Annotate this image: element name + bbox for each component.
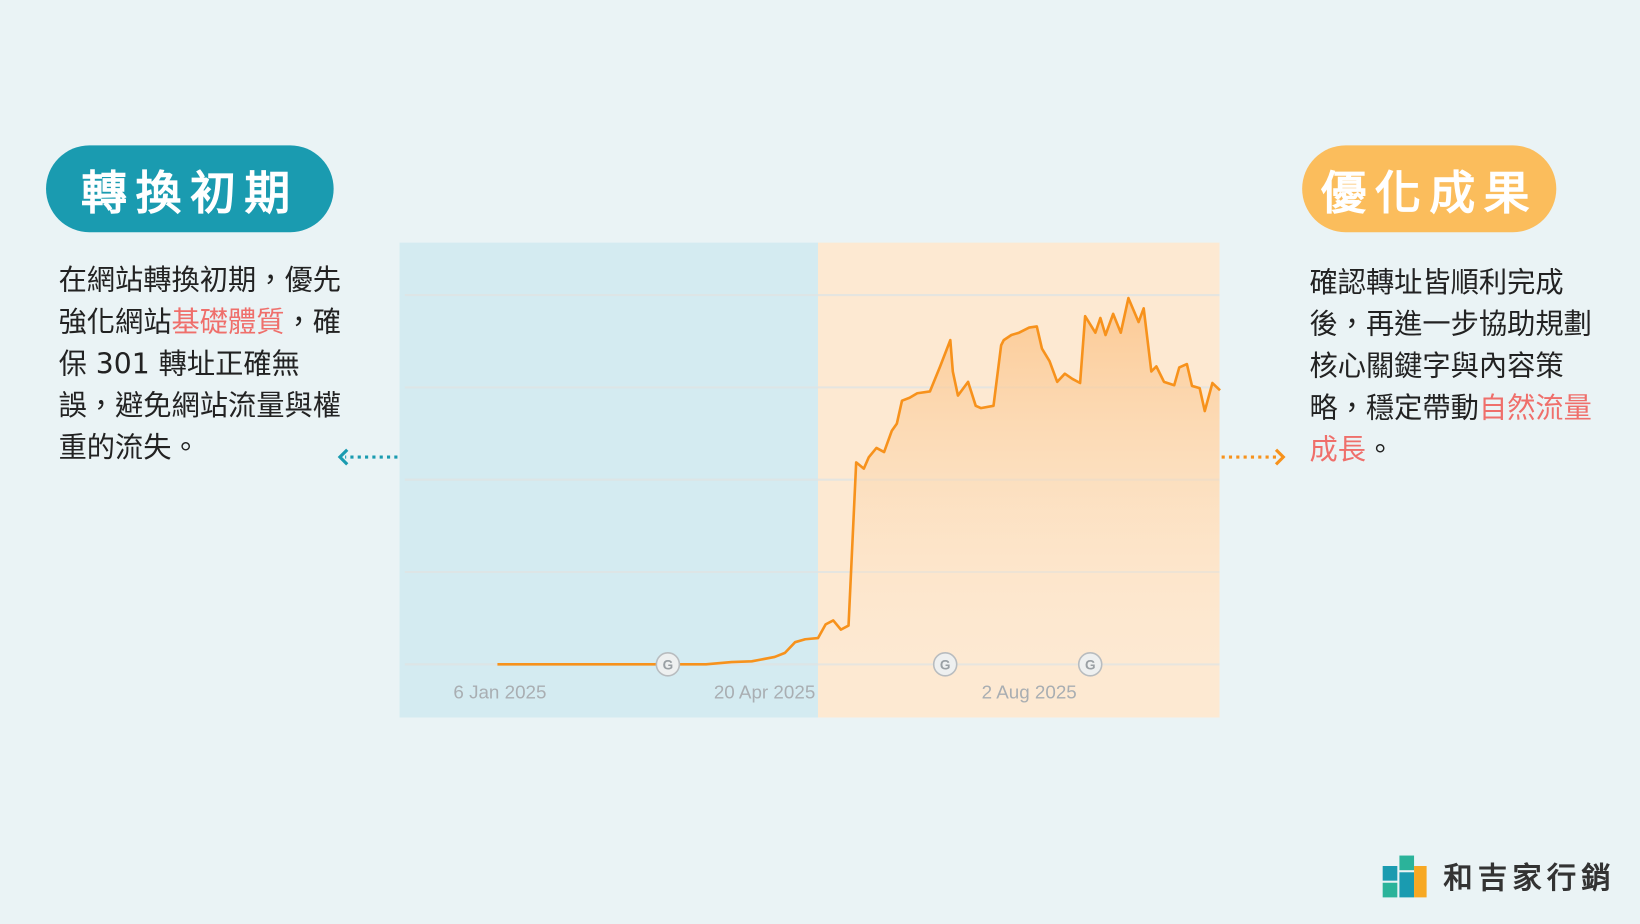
arrows [337, 448, 1286, 466]
x-tick-label: 6 Jan 2025 [453, 682, 546, 703]
text: 確認轉址皆順利完成後，再進一步協助規劃核心關鍵字與內容策略，穩定帶動 [1309, 266, 1592, 425]
annotation: G [655, 652, 681, 677]
right-arrow-head [1274, 448, 1286, 466]
logo-text: 和吉家行銷 [1443, 860, 1616, 896]
text: 在網站轉換初期，優先強化網站 [58, 264, 341, 339]
annotation-label: G [940, 658, 951, 673]
annotation: G [932, 652, 958, 677]
x-tick-label: 2 Aug 2025 [982, 682, 1077, 703]
annotation-marker [655, 652, 681, 677]
highlight: 自然流量成長 [1309, 392, 1592, 467]
right-text: 確認轉址皆順利完成後，再進一步協助規劃核心關鍵字與內容策略，穩定帶動自然流量成長… [1309, 263, 1593, 472]
left-arrow-head [337, 448, 349, 466]
left-text: 在網站轉換初期，優先強化網站基礎體質，確保 301 轉址正確無誤，避免網站流量與… [59, 260, 343, 469]
line [497, 296, 1221, 666]
annotation-label: G [663, 658, 674, 673]
highlight: 基礎體質 [171, 306, 285, 339]
right-badge: 優化成果 [1302, 145, 1557, 233]
annotation-marker [1077, 652, 1103, 677]
text: ，確保 301 轉址正確無誤，避免網站流量與權重的流失。 [58, 306, 341, 465]
x-tick-label: 20 Apr 2025 [714, 682, 815, 703]
left-badge: 轉換初期 [46, 145, 334, 233]
annotation-label: G [1085, 658, 1096, 673]
area [817, 298, 1220, 665]
text: 。 [1365, 434, 1395, 467]
annotation-marker [932, 652, 958, 677]
annotation: G [1077, 652, 1103, 677]
logo-icon [1382, 855, 1427, 898]
